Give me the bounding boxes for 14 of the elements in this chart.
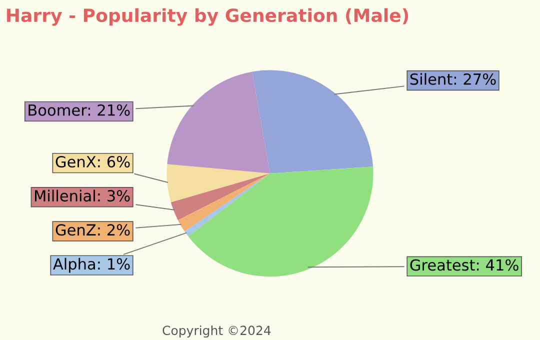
slice-label: Greatest: 41% [410,259,518,271]
text: Copyright ©2024 [162,325,271,338]
slice-label: Millenial: 3% [35,190,130,202]
chart-title: Harry - Popularity by Generation (Male) [7,8,408,26]
slice-label: Alpha: 1% [53,258,130,273]
pie-slice [166,164,270,202]
slice-label: GenX: 6% [56,156,130,168]
pie-slice [188,166,374,277]
pie-slice [252,70,374,174]
pie-slice [170,173,270,220]
pie-slice [167,72,270,174]
slice-label: Silent: 27% [410,73,496,85]
slice-label: GenZ: 2% [56,224,130,236]
slice-label: Boomer: 21% [28,104,130,116]
